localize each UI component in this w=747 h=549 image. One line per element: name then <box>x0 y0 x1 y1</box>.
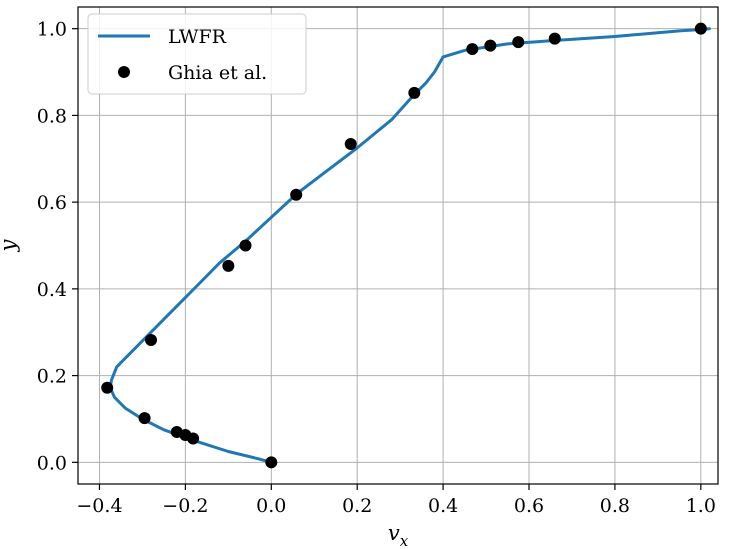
x-tick-label: 0.8 <box>600 495 630 517</box>
y-tick-label: 1.0 <box>37 19 67 41</box>
x-axis-label-main: v <box>388 521 400 545</box>
y-tick-label: 0.4 <box>37 279 67 301</box>
data-point-ghia <box>222 259 235 272</box>
data-point-ghia <box>101 381 114 394</box>
data-point-ghia <box>265 456 278 469</box>
data-point-ghia <box>466 43 479 56</box>
x-tick-label: 0.2 <box>342 495 372 517</box>
data-point-ghia <box>408 86 421 99</box>
legend-label-ghia: Ghia et al. <box>168 62 267 84</box>
legend-marker-swatch <box>118 66 130 78</box>
x-tick-label: −0.2 <box>162 495 208 517</box>
data-point-ghia <box>694 22 707 35</box>
data-series <box>101 22 711 469</box>
data-point-ghia <box>239 239 252 252</box>
grid <box>78 7 718 484</box>
axis-ticks: −0.4 −0.2 0.0 0.2 0.4 0.6 0.8 1.0 0.0 0.2 0.4 0.6 0.… <box>37 19 716 517</box>
y-tick-label: 0.6 <box>37 192 67 214</box>
data-point-ghia <box>344 138 357 151</box>
data-point-ghia <box>145 334 158 347</box>
y-tick-label: 0.0 <box>37 452 67 474</box>
y-tick-label: 0.8 <box>37 105 67 127</box>
x-tick-label: 0.0 <box>256 495 286 517</box>
legend-box <box>87 13 307 95</box>
x-tick-label: 1.0 <box>686 495 716 517</box>
x-tick-label: 0.6 <box>514 495 544 517</box>
x-tick-label: 0.4 <box>428 495 458 517</box>
data-point-ghia <box>170 425 183 438</box>
data-point-ghia <box>138 412 151 425</box>
legend: LWFR Ghia et al. <box>87 13 307 95</box>
plot-frame <box>77 6 719 485</box>
data-point-ghia <box>548 32 561 45</box>
x-axis-label: vx <box>388 521 409 549</box>
x-tick-label: −0.4 <box>76 495 122 517</box>
y-tick-label: 0.2 <box>37 366 67 388</box>
data-point-ghia <box>290 188 303 201</box>
y-axis-label: y <box>0 238 20 252</box>
data-point-ghia <box>512 36 525 49</box>
x-axis-label-sub: x <box>400 532 409 549</box>
legend-label-lwfr: LWFR <box>168 26 227 48</box>
data-point-ghia <box>484 39 497 52</box>
